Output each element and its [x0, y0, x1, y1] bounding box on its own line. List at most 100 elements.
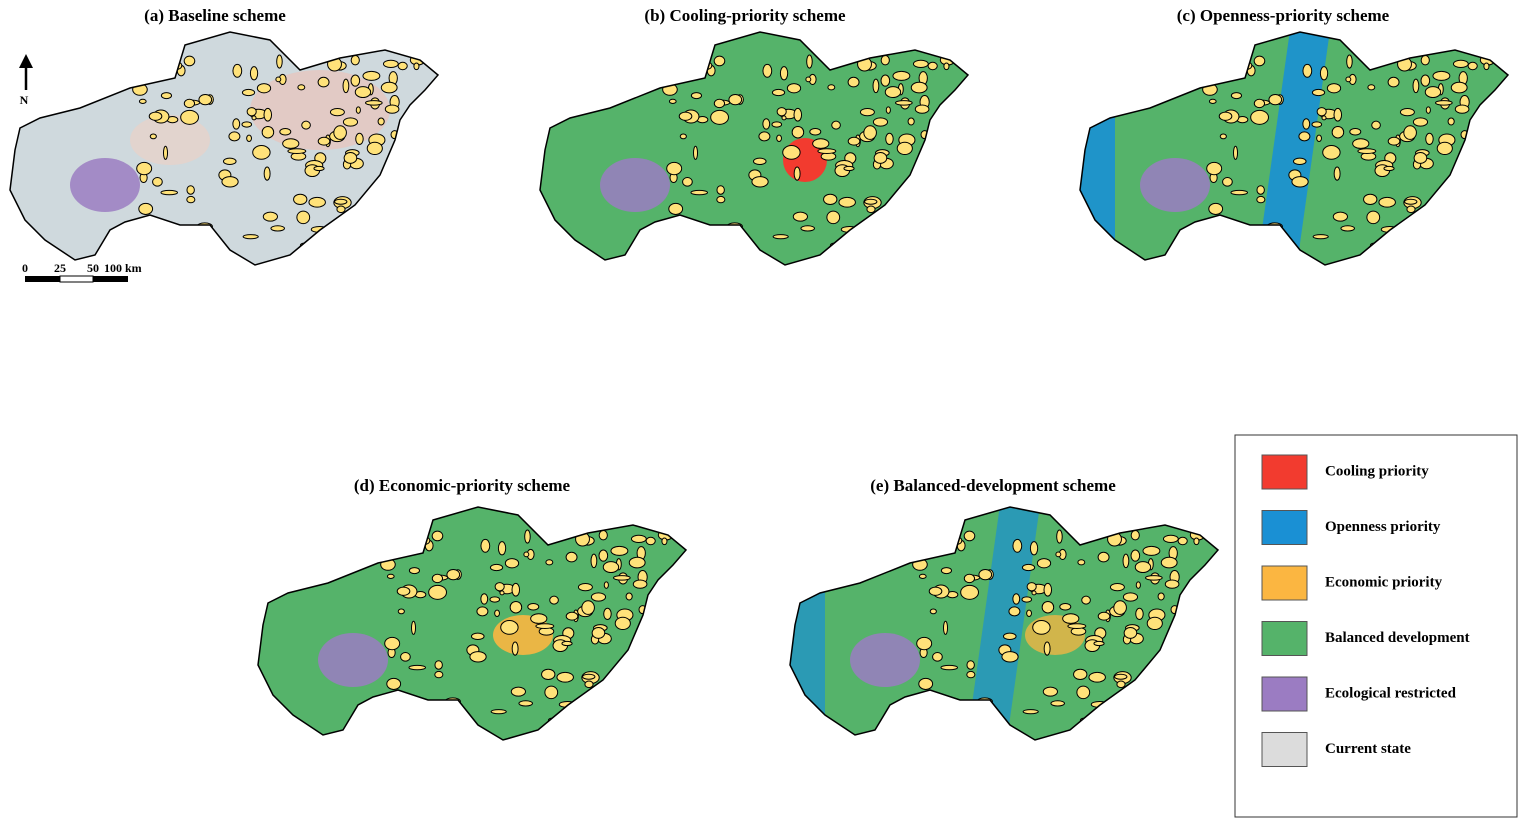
built-patch: [1225, 219, 1235, 228]
built-patch: [930, 549, 938, 555]
built-patch: [942, 620, 949, 635]
built-patch: [391, 161, 402, 173]
built-patch: [1164, 579, 1180, 589]
built-patch: [943, 62, 950, 71]
built-patch: [880, 54, 890, 66]
built-patch: [1184, 605, 1200, 614]
panel-title: (a) Baseline scheme: [144, 6, 286, 25]
built-patch: [1220, 74, 1228, 80]
built-patch: [786, 83, 802, 94]
built-patch: [494, 582, 505, 592]
built-patch: [511, 582, 521, 597]
built-patch: [400, 652, 411, 662]
built-patch: [668, 98, 677, 104]
built-patch: [1414, 231, 1420, 238]
built-patch: [864, 198, 878, 205]
built-patch: [256, 83, 272, 94]
built-patch: [1371, 120, 1381, 130]
built-patch: [1454, 104, 1470, 114]
built-patch: [873, 151, 888, 164]
built-patch: [924, 213, 935, 226]
built-patch: [598, 529, 608, 541]
built-patch: [186, 195, 196, 204]
built-patch: [577, 582, 593, 592]
built-patch: [1437, 232, 1456, 244]
built-patch: [1213, 58, 1220, 70]
built-patch: [1189, 633, 1204, 646]
built-patch: [1031, 590, 1037, 596]
built-patch: [1302, 63, 1313, 78]
built-patch: [410, 191, 418, 199]
built-patch: [690, 189, 708, 196]
built-patch: [941, 209, 956, 221]
built-patch: [1403, 125, 1417, 140]
built-patch: [639, 636, 650, 648]
built-patch: [601, 716, 617, 728]
built-patch: [1219, 133, 1227, 140]
built-patch: [545, 559, 554, 566]
built-patch: [898, 242, 906, 258]
built-patch: [261, 125, 275, 139]
built-patch: [1125, 701, 1132, 710]
built-patch: [1142, 545, 1161, 556]
built-patch: [446, 568, 461, 581]
map-panel: [9, 31, 440, 266]
built-patch: [530, 613, 548, 624]
built-patch: [427, 717, 441, 730]
built-patch: [1113, 600, 1127, 615]
built-patch: [605, 676, 617, 690]
built-patch: [1268, 93, 1283, 106]
map-fill: [1080, 32, 1508, 265]
built-patch: [633, 687, 642, 698]
built-patch: [535, 623, 555, 630]
built-patch: [1412, 78, 1420, 94]
built-patch: [1326, 83, 1342, 94]
built-patch: [1378, 196, 1396, 208]
built-patch: [413, 62, 420, 71]
built-patch: [713, 55, 726, 67]
map-outline: [1079, 31, 1510, 266]
built-patch: [887, 201, 899, 215]
built-patch: [885, 106, 891, 114]
built-patch: [771, 88, 786, 97]
built-patch: [658, 666, 666, 674]
built-patch: [817, 148, 837, 155]
built-patch: [1367, 84, 1376, 91]
built-patch: [557, 527, 575, 539]
built-patch: [1001, 651, 1019, 663]
built-patch: [480, 593, 489, 605]
built-patch: [345, 226, 352, 235]
built-patch: [434, 660, 443, 670]
built-patch: [950, 133, 966, 146]
built-patch: [1208, 202, 1224, 215]
built-patch: [301, 120, 311, 130]
built-patch: [1103, 711, 1116, 719]
built-patch: [1357, 148, 1377, 155]
built-patch: [590, 592, 607, 602]
built-patch: [394, 213, 405, 226]
built-patch: [1059, 603, 1072, 611]
map-outline: [9, 31, 440, 266]
built-patch: [1332, 211, 1348, 222]
built-patch: [160, 189, 178, 196]
built-patch: [673, 58, 680, 70]
built-patch: [823, 193, 838, 206]
built-patch: [1157, 592, 1165, 601]
built-patch: [1491, 91, 1506, 101]
built-patch: [1424, 86, 1442, 99]
built-patch: [1449, 181, 1469, 190]
built-patch: [489, 563, 504, 572]
built-patch: [863, 125, 877, 140]
built-patch: [1093, 640, 1105, 647]
built-patch: [1345, 76, 1352, 83]
built-patch: [1193, 537, 1200, 546]
built-patch: [186, 185, 195, 195]
built-patch: [1447, 117, 1455, 126]
built-patch: [350, 74, 361, 87]
built-patch: [544, 685, 559, 700]
built-patch: [1089, 527, 1107, 539]
built-patch: [668, 608, 684, 621]
legend: Cooling priority Openness priority Economi…: [1261, 454, 1470, 767]
built-patch: [1340, 225, 1355, 232]
built-patch: [565, 611, 579, 621]
